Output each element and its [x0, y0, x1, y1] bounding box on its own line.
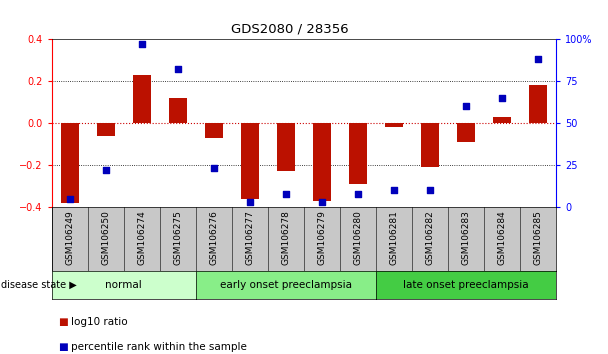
- Point: [353, 191, 363, 196]
- Point: [497, 95, 507, 101]
- Point: [173, 67, 183, 72]
- Bar: [457, 123, 475, 142]
- Text: GSM106285: GSM106285: [534, 210, 543, 265]
- Point: [533, 56, 543, 62]
- Point: [245, 199, 255, 205]
- Point: [317, 199, 327, 205]
- Bar: [530, 85, 547, 123]
- Text: normal: normal: [105, 280, 142, 290]
- Bar: [313, 123, 331, 201]
- Point: [461, 103, 471, 109]
- Point: [281, 191, 291, 196]
- Bar: [385, 123, 403, 127]
- Text: GSM106280: GSM106280: [354, 210, 362, 265]
- Text: late onset preeclampsia: late onset preeclampsia: [403, 280, 529, 290]
- Bar: [205, 123, 223, 138]
- Text: GSM106250: GSM106250: [102, 210, 110, 265]
- Text: GSM106281: GSM106281: [390, 210, 399, 265]
- Bar: [169, 98, 187, 123]
- Point: [209, 166, 219, 171]
- Bar: [133, 75, 151, 123]
- Text: GSM106279: GSM106279: [317, 210, 326, 265]
- Text: GSM106274: GSM106274: [137, 210, 147, 265]
- Text: GSM106276: GSM106276: [209, 210, 218, 265]
- Bar: [349, 123, 367, 184]
- Text: ■: ■: [58, 342, 67, 352]
- Text: GSM106283: GSM106283: [461, 210, 471, 265]
- Point: [426, 188, 435, 193]
- Text: early onset preeclampsia: early onset preeclampsia: [220, 280, 352, 290]
- Text: GSM106284: GSM106284: [498, 210, 506, 265]
- Point: [65, 196, 75, 201]
- Text: GSM106282: GSM106282: [426, 210, 435, 265]
- Text: disease state ▶: disease state ▶: [1, 280, 77, 290]
- Bar: [241, 123, 259, 199]
- Point: [389, 188, 399, 193]
- Bar: [61, 123, 78, 203]
- Bar: [97, 123, 115, 136]
- Bar: [421, 123, 439, 167]
- Text: GDS2080 / 28356: GDS2080 / 28356: [231, 22, 348, 35]
- Text: ■: ■: [58, 317, 67, 327]
- Point: [101, 167, 111, 173]
- Bar: [277, 123, 295, 171]
- Text: GSM106278: GSM106278: [282, 210, 291, 265]
- Text: percentile rank within the sample: percentile rank within the sample: [71, 342, 247, 352]
- Text: GSM106275: GSM106275: [173, 210, 182, 265]
- Text: GSM106249: GSM106249: [65, 210, 74, 265]
- Bar: [493, 117, 511, 123]
- Text: GSM106277: GSM106277: [246, 210, 254, 265]
- Text: log10 ratio: log10 ratio: [71, 317, 128, 327]
- Point: [137, 41, 147, 47]
